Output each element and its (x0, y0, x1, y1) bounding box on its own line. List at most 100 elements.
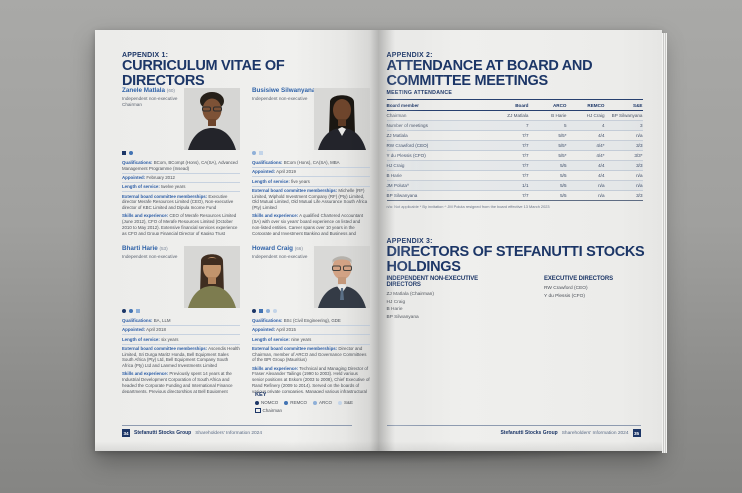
cell: 5/5 (560, 183, 567, 188)
director-photo (184, 246, 240, 308)
name-text: Zanele Matlala (122, 87, 166, 94)
arco-member-marker-icon (252, 151, 256, 155)
attendance-table: Board member Board ARCO REMCO S&E Chairm… (386, 99, 643, 209)
key-chairman: Chairman (255, 407, 353, 413)
list-item: Y du Plessis (CFO) (544, 293, 585, 299)
skills-label: Skills and experience: (252, 365, 299, 371)
key-items: NOMCO REMCO ARCO S&E (255, 400, 353, 405)
qualifications-value: BSc (Civil Engineering), GDE (283, 318, 341, 324)
footer-rule (386, 425, 641, 426)
director-name: Zanele Matlala (60) (122, 87, 240, 94)
age-text: (66) (294, 246, 303, 251)
key-label-nomco: NOMCO (261, 400, 279, 405)
person-portrait-icon (314, 246, 370, 308)
person-portrait-icon (184, 88, 240, 150)
cell: B Harie (551, 113, 567, 118)
cell: 7/7 (522, 173, 529, 178)
col-se: S&E (633, 102, 643, 108)
cell: 4/4 (598, 173, 605, 178)
director-card-silwanyana: Busisiwe Silwanyana (51) Independent non… (252, 87, 370, 235)
document-name: Shareholders' Information 2024 (561, 430, 629, 436)
table-row: RW Crawford (CEO) 7/7 5/5* 4/4* 3/3 (386, 141, 643, 151)
cell: n/a (598, 193, 605, 198)
col-board-member: Board member (386, 102, 419, 108)
key-label-remco: REMCO (290, 400, 307, 405)
service-value: six years (161, 336, 179, 342)
appendix1-label: APPENDIX 1: (122, 52, 169, 59)
list-item: BP Silwanyana (386, 315, 419, 321)
cell: 4/4 (598, 163, 605, 168)
cell: 3/3 (636, 193, 643, 198)
cell: BP Silwanyana (611, 113, 643, 118)
qualifications-value: BCom (Hons), CA(SA), MBA (283, 160, 340, 166)
memberships-label: External board committee memberships: (122, 193, 208, 199)
service-label: Length of service: (122, 336, 160, 342)
memberships-value: Michelle (RF) Limited, Wiphold Investmen… (252, 187, 368, 211)
cell: 3/3* (634, 153, 643, 158)
appointed-value: February 2012 (146, 175, 175, 181)
appointed-label: Appointed: (122, 327, 146, 333)
page-number: 34 (122, 429, 130, 437)
cell: n/a (636, 133, 643, 138)
cell: 4/4* (596, 153, 605, 158)
nomco-member-marker-icon (122, 309, 126, 313)
age-text: (60) (166, 88, 175, 93)
memberships-label: External board committee memberships: (252, 187, 338, 193)
brand-name: Stefanutti Stocks Group (134, 430, 192, 436)
brand-name: Stefanutti Stocks Group (500, 430, 558, 436)
skills-label: Skills and experience: (122, 371, 169, 377)
table-row: Y du Plessis (CFO) 7/7 5/5* 4/4* 3/3* (386, 151, 643, 161)
appendix3-title: DIRECTORS OF STEFANUTTI STOCKS HOLDINGS (386, 244, 645, 275)
cell: Number of meetings (386, 123, 428, 128)
cell: 5/5 (560, 163, 567, 168)
table-footnote: n/a: Not applicable * By invitation ^ JM… (386, 204, 550, 209)
director-card-harie: Bharti Harie (53) Independent non-execut… (122, 245, 240, 393)
cell: 4/4 (598, 133, 605, 138)
list-item: RW Crawford (CEO) (544, 286, 588, 291)
table-row: HJ Craig 7/7 5/5 4/4 3/3 (386, 161, 643, 171)
service-value: twelve years (161, 184, 186, 190)
qualifications-label: Qualifications: (122, 160, 153, 166)
meetings-row: Number of meetings 7 5 4 3 (386, 121, 643, 131)
qualifications-label: Qualifications: (252, 160, 283, 166)
footer-rule (122, 425, 352, 426)
table-row: ZJ Matlala 7/7 5/5* 4/4 n/a (386, 131, 643, 141)
arco-chair-marker-icon (136, 309, 140, 313)
left-page-header: APPENDIX 1: CURRICULUM VITAE OF DIRECTOR… (122, 52, 362, 89)
person-portrait-icon (314, 88, 370, 150)
key-title: KEY (255, 392, 267, 398)
table-header-row: Board member Board ARCO REMCO S&E (386, 99, 643, 111)
arco-member-marker-icon (266, 309, 270, 313)
appointed-label: Appointed: (252, 169, 276, 175)
service-label: Length of service: (252, 336, 290, 342)
cell: 4 (601, 123, 605, 128)
appendix2-header: APPENDIX 2: ATTENDANCE AT BOARD AND COMM… (387, 52, 655, 89)
cell: 5/5* (558, 153, 567, 158)
se-chair-marker-icon (259, 151, 263, 155)
qualifications-value: BCom, BCompt (Hons), CA(SA), Advanced Ma… (122, 160, 238, 171)
cell: HJ Craig (586, 113, 605, 118)
cell: HJ Craig (386, 163, 405, 168)
memberships-value: Director and Chairman, member of ARCO an… (252, 345, 367, 363)
cell: Chairman (386, 113, 407, 118)
chairman-label: Chairman (262, 407, 283, 413)
page-shade (95, 441, 379, 451)
cell: 5/5* (558, 133, 567, 138)
name-text: Busisiwe Silwanyana (252, 87, 316, 94)
director-photo (314, 88, 370, 150)
remco-key-icon (284, 400, 289, 405)
cell: BP Silwanyana (386, 193, 418, 198)
director-bio: Qualifications: BCom (Hons), CA(SA), MBA… (252, 159, 370, 235)
right-page-footer: Stefanutti Stocks Group Shareholders' In… (386, 425, 641, 439)
appointed-value: April 2015 (276, 327, 296, 333)
chairman-square-icon (255, 407, 261, 413)
independent-directors-heading: INDEPENDENT NON-EXECUTIVE DIRECTORS (386, 276, 479, 288)
director-photo (184, 88, 240, 150)
appointed-label: Appointed: (122, 175, 146, 181)
page-number: 35 (632, 429, 641, 437)
cell: n/a (598, 183, 605, 188)
director-role: Independent non-executive (252, 253, 308, 259)
memberships-label: External board committee memberships: (122, 345, 208, 351)
committee-markers (122, 151, 133, 155)
